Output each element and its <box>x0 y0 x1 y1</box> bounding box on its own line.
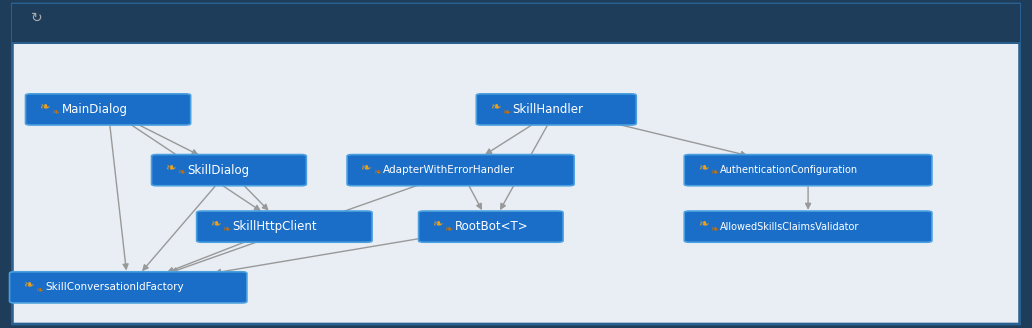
Text: ❧: ❧ <box>432 217 443 231</box>
Text: ❧: ❧ <box>52 107 60 117</box>
Text: ❧: ❧ <box>710 168 718 178</box>
Text: ❧: ❧ <box>503 107 510 117</box>
Text: ❧: ❧ <box>178 168 186 178</box>
Text: AuthenticationConfiguration: AuthenticationConfiguration <box>720 165 859 175</box>
Text: ❧: ❧ <box>165 161 175 174</box>
Text: ❧: ❧ <box>710 224 718 234</box>
Text: ❧: ❧ <box>35 285 43 295</box>
Text: ↻: ↻ <box>31 11 42 25</box>
Text: ❧: ❧ <box>211 217 221 231</box>
Text: SkillHandler: SkillHandler <box>513 103 583 116</box>
Text: ❧: ❧ <box>39 100 50 113</box>
Text: ❧: ❧ <box>373 168 381 178</box>
Text: RootBot<T>: RootBot<T> <box>455 220 528 233</box>
Text: AdapterWithErrorHandler: AdapterWithErrorHandler <box>383 165 515 175</box>
Text: ❧: ❧ <box>698 161 708 174</box>
Text: ❧: ❧ <box>490 100 501 113</box>
Text: ❧: ❧ <box>445 224 452 234</box>
Text: SkillHttpClient: SkillHttpClient <box>233 220 318 233</box>
Text: SkillDialog: SkillDialog <box>188 164 250 177</box>
Text: ❧: ❧ <box>360 161 370 174</box>
Text: SkillConversationIdFactory: SkillConversationIdFactory <box>45 282 185 292</box>
Text: ❧: ❧ <box>23 278 33 291</box>
Text: AllowedSkillsClaimsValidator: AllowedSkillsClaimsValidator <box>720 222 860 232</box>
Text: ❧: ❧ <box>223 224 230 234</box>
Text: MainDialog: MainDialog <box>62 103 128 116</box>
Text: ❧: ❧ <box>698 217 708 231</box>
